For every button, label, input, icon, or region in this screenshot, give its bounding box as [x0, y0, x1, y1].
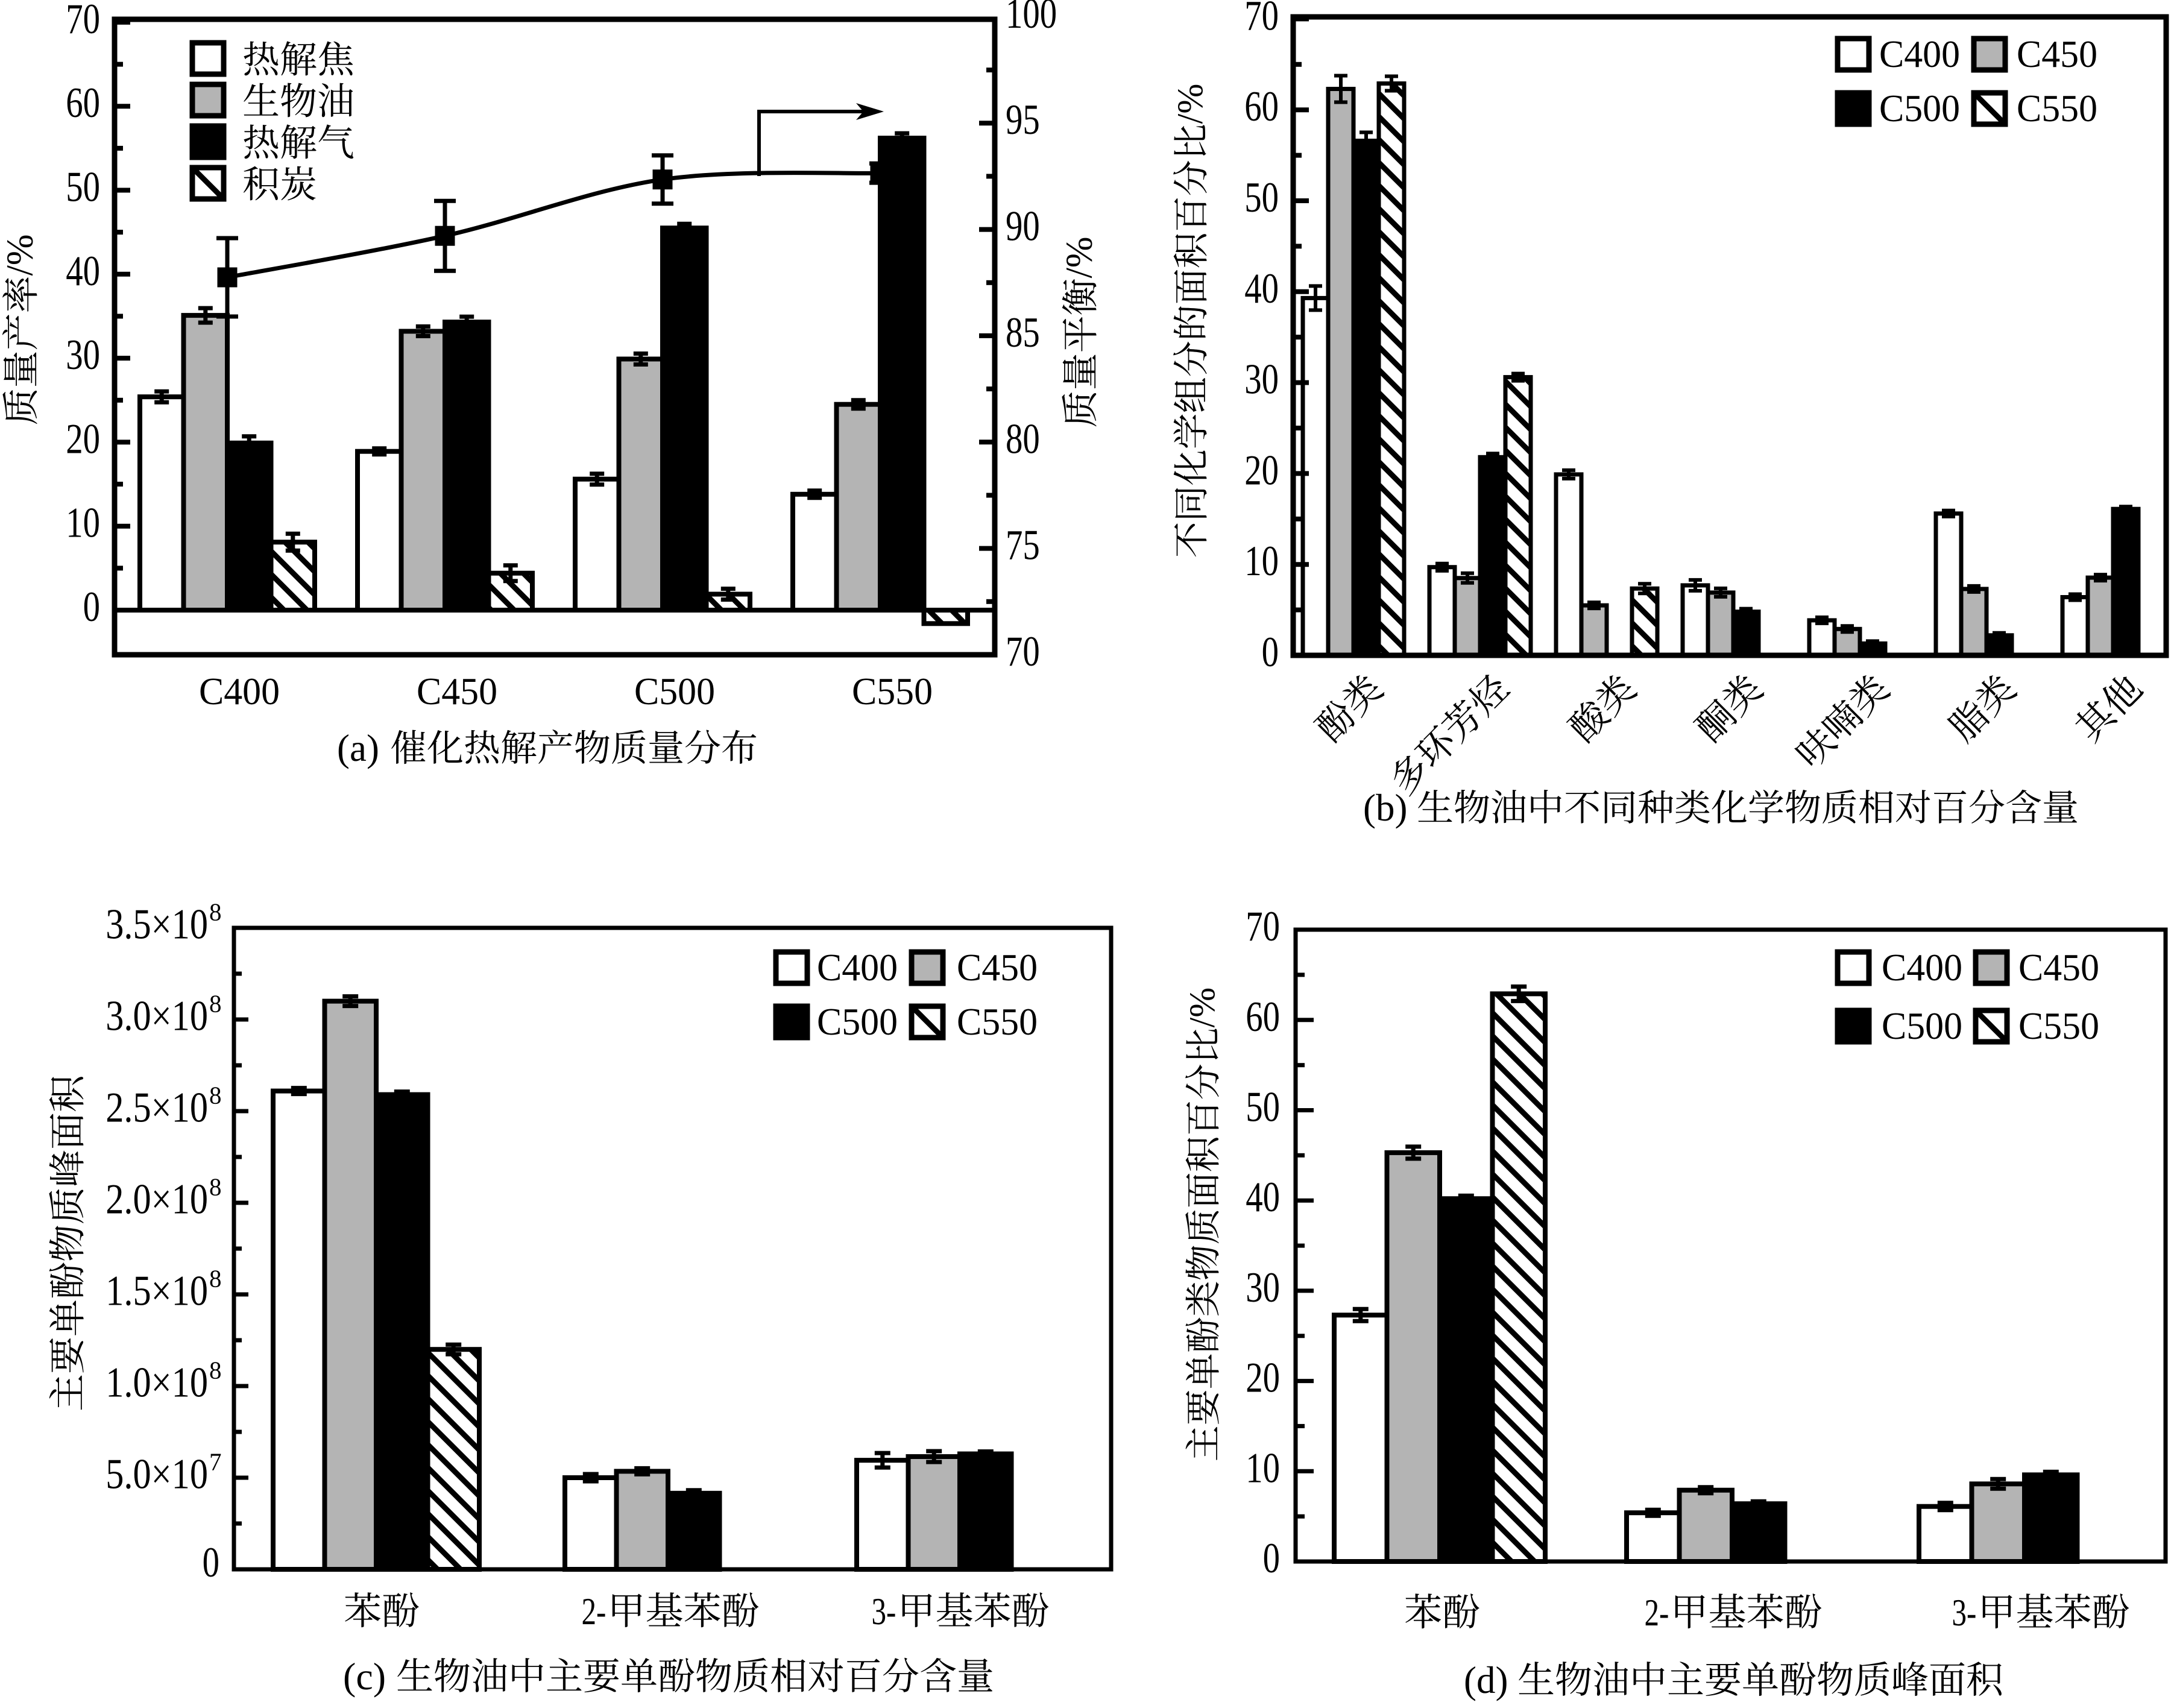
svg-text:20: 20	[66, 415, 100, 462]
svg-text:(b): (b)	[1363, 787, 1407, 829]
svg-text:20: 20	[1246, 1355, 1280, 1402]
svg-text:0: 0	[203, 1539, 219, 1586]
svg-text:20: 20	[1244, 447, 1279, 494]
svg-text:(c): (c)	[343, 1655, 386, 1698]
svg-text:70: 70	[1006, 628, 1040, 675]
svg-text:95: 95	[1006, 96, 1040, 143]
svg-text:0: 0	[1262, 629, 1279, 676]
svg-text:3-: 3-	[872, 1590, 896, 1633]
svg-text:50: 50	[1244, 174, 1279, 221]
svg-text:(a): (a)	[337, 727, 379, 769]
svg-text:8: 8	[209, 1357, 222, 1384]
svg-text:1.0×10: 1.0×10	[106, 1359, 208, 1406]
svg-text:30: 30	[1246, 1264, 1280, 1311]
svg-text:2.5×10: 2.5×10	[106, 1084, 208, 1131]
svg-text:2.0×10: 2.0×10	[106, 1176, 208, 1223]
svg-text:C500: C500	[1879, 87, 1960, 130]
svg-text:3.0×10: 3.0×10	[106, 992, 208, 1039]
svg-text:70: 70	[1244, 0, 1279, 39]
svg-text:C550: C550	[852, 670, 933, 713]
svg-text:C550: C550	[957, 1000, 1038, 1043]
svg-text:8: 8	[209, 1265, 222, 1293]
svg-text:C500: C500	[634, 670, 715, 713]
svg-text:C400: C400	[1879, 33, 1960, 75]
svg-text:10: 10	[1246, 1445, 1280, 1492]
svg-text:40: 40	[1246, 1174, 1280, 1221]
svg-text:2-: 2-	[1645, 1592, 1669, 1634]
svg-text:1.5×10: 1.5×10	[106, 1267, 208, 1314]
svg-text:/%: /%	[1059, 237, 1100, 279]
svg-text:50: 50	[66, 164, 100, 211]
svg-text:30: 30	[66, 332, 100, 379]
svg-text:40: 40	[1244, 265, 1279, 312]
svg-text:10: 10	[66, 500, 100, 547]
svg-text:30: 30	[1244, 356, 1279, 403]
svg-text:90: 90	[1006, 203, 1040, 250]
svg-text:3.5×10: 3.5×10	[106, 901, 208, 948]
svg-text:100: 100	[1006, 0, 1057, 37]
svg-text:60: 60	[66, 80, 100, 127]
svg-text:8: 8	[209, 898, 222, 926]
svg-text:85: 85	[1006, 309, 1040, 356]
svg-text:C400: C400	[199, 670, 280, 713]
svg-text:70: 70	[66, 0, 100, 43]
svg-text:7: 7	[209, 1448, 222, 1476]
svg-text:C400: C400	[817, 946, 898, 989]
svg-text:C450: C450	[2018, 946, 2099, 989]
svg-text:60: 60	[1244, 83, 1279, 130]
svg-text:50: 50	[1246, 1084, 1280, 1131]
svg-text:0: 0	[1263, 1535, 1280, 1582]
svg-text:/%: /%	[1182, 988, 1222, 1028]
svg-text:8: 8	[209, 1082, 222, 1109]
svg-text:/%: /%	[1170, 84, 1210, 124]
svg-text:(d): (d)	[1464, 1659, 1508, 1701]
svg-text:8: 8	[209, 990, 222, 1018]
svg-text:C400: C400	[1882, 946, 1962, 989]
svg-text:C450: C450	[417, 670, 497, 713]
svg-text:2-: 2-	[582, 1590, 607, 1633]
svg-text:70: 70	[1246, 903, 1280, 950]
svg-text:C450: C450	[2017, 33, 2097, 75]
svg-text:8: 8	[209, 1173, 222, 1201]
svg-text:40: 40	[66, 248, 100, 295]
svg-text:C500: C500	[817, 1000, 898, 1043]
svg-text:10: 10	[1244, 538, 1279, 585]
svg-text:/%: /%	[0, 235, 41, 276]
svg-text:80: 80	[1006, 415, 1040, 462]
svg-text:75: 75	[1006, 522, 1040, 569]
svg-text:C550: C550	[2017, 87, 2097, 130]
svg-text:5.0×10: 5.0×10	[106, 1451, 208, 1498]
svg-text:C450: C450	[957, 946, 1038, 989]
svg-text:0: 0	[83, 584, 100, 631]
svg-text:C500: C500	[1882, 1004, 1962, 1047]
svg-text:60: 60	[1246, 994, 1280, 1041]
svg-text:3-: 3-	[1952, 1592, 1977, 1634]
svg-text:C550: C550	[2018, 1004, 2099, 1047]
